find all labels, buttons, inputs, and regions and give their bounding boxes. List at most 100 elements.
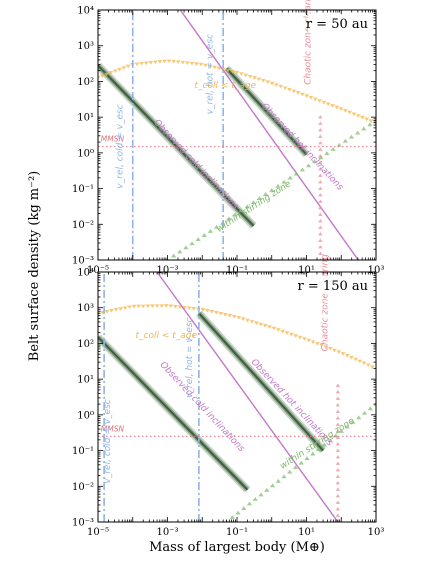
marker-triangle: [338, 107, 344, 112]
marker-triangle: [274, 83, 279, 87]
marker-triangle: [335, 474, 341, 478]
marker-triangle: [335, 403, 341, 407]
y-tick-label: 10¹: [77, 375, 94, 386]
marker-triangle: [308, 95, 314, 100]
marker-triangle: [131, 304, 137, 309]
marker-triangle: [349, 355, 354, 360]
marker-triangle: [348, 134, 355, 139]
marker-triangle: [318, 245, 323, 249]
marker-triangle: [117, 67, 122, 72]
marker-triangle: [236, 316, 242, 320]
marker-triangle: [258, 322, 264, 327]
marker-triangle: [361, 361, 367, 366]
marker-triangle: [258, 492, 264, 497]
marker-triangle: [256, 196, 263, 201]
marker-triangle: [355, 130, 361, 135]
marker-triangle: [182, 305, 187, 310]
y-tick-label: 10⁰: [77, 148, 94, 159]
series-hot-incl: [156, 272, 339, 522]
y-tick-label: 10³: [77, 41, 94, 52]
marker-triangle: [280, 329, 286, 334]
series-hot-band: [195, 310, 327, 454]
marker-triangle: [360, 115, 365, 120]
marker-triangle: [222, 312, 228, 317]
marker-triangle: [163, 304, 169, 308]
marker-triangle: [300, 92, 305, 97]
y-tick-label: 10⁻¹: [72, 184, 94, 195]
marker-triangle: [189, 241, 195, 246]
marker-triangle: [340, 352, 346, 356]
marker-triangle: [122, 306, 128, 310]
y-tick-label: 10⁻¹: [72, 446, 94, 457]
marker-triangle: [319, 343, 325, 348]
marker-triangle: [318, 206, 323, 210]
line-segment: [156, 272, 339, 522]
x-tick-label: 10³: [368, 265, 385, 276]
marker-triangle: [194, 62, 199, 66]
marker-triangle: [230, 69, 235, 74]
marker-triangle: [267, 325, 273, 329]
marker-triangle: [246, 501, 253, 506]
marker-triangle: [335, 390, 341, 394]
marker-triangle: [321, 442, 327, 447]
series-cold-band: [98, 62, 257, 229]
marker-triangle: [125, 64, 131, 69]
series-cold-band: [98, 334, 251, 493]
marker-triangle: [292, 465, 299, 470]
marker-triangle: [112, 69, 118, 74]
marker-triangle: [241, 506, 247, 510]
marker-triangle: [232, 212, 238, 217]
series-chaotic: [318, 115, 323, 260]
marker-triangle: [335, 383, 341, 387]
panel-label-bg: [308, 276, 372, 294]
marker-triangle: [318, 134, 323, 138]
marker-triangle: [318, 154, 323, 158]
band-core: [198, 312, 324, 452]
marker-triangle: [361, 126, 367, 131]
marker-triangle: [127, 305, 132, 310]
marker-triangle: [282, 86, 288, 91]
marker-triangle: [336, 350, 342, 354]
marker-triangle: [249, 320, 255, 324]
marker-triangle: [281, 179, 287, 184]
series-chaotic: [335, 383, 341, 522]
marker-triangle: [344, 353, 350, 358]
marker-triangle: [335, 422, 341, 426]
marker-triangle: [330, 104, 335, 108]
annotation-chaotic: Chaotic zone clearing: [303, 0, 313, 85]
marker-triangle: [278, 84, 284, 89]
marker-triangle: [244, 204, 250, 209]
marker-triangle: [171, 59, 177, 64]
marker-triangle: [175, 60, 181, 65]
annotation-vcold: v_rel, cold = v_esc: [103, 399, 113, 483]
marker-triangle: [318, 225, 323, 229]
annotation-vcold: v_rel, cold = v_esc: [115, 104, 125, 188]
marker-triangle: [171, 253, 177, 258]
marker-triangle: [318, 180, 323, 184]
marker-triangle: [335, 409, 341, 413]
series-stirring: [224, 401, 376, 522]
annotation-stirring: within stirring zone: [215, 179, 293, 235]
marker-triangle: [98, 75, 101, 80]
marker-triangle: [201, 233, 207, 237]
marker-triangle: [234, 70, 240, 75]
panel-label-bg: [308, 14, 372, 32]
x-tick-label: 10¹: [298, 527, 315, 538]
plot-area: [98, 272, 376, 522]
marker-triangle: [231, 314, 237, 319]
marker-triangle: [318, 193, 323, 197]
marker-triangle: [269, 483, 276, 488]
marker-triangle: [297, 335, 303, 340]
marker-triangle: [361, 410, 368, 415]
band-core: [98, 336, 249, 491]
marker-triangle: [335, 481, 341, 485]
marker-triangle: [213, 311, 219, 315]
marker-triangle: [184, 61, 190, 65]
annotation-mmsn: MMSN: [101, 425, 125, 434]
marker-triangle: [335, 448, 341, 452]
marker-triangle: [318, 186, 323, 190]
marker-triangle: [287, 175, 293, 180]
marker-triangle: [238, 72, 244, 76]
